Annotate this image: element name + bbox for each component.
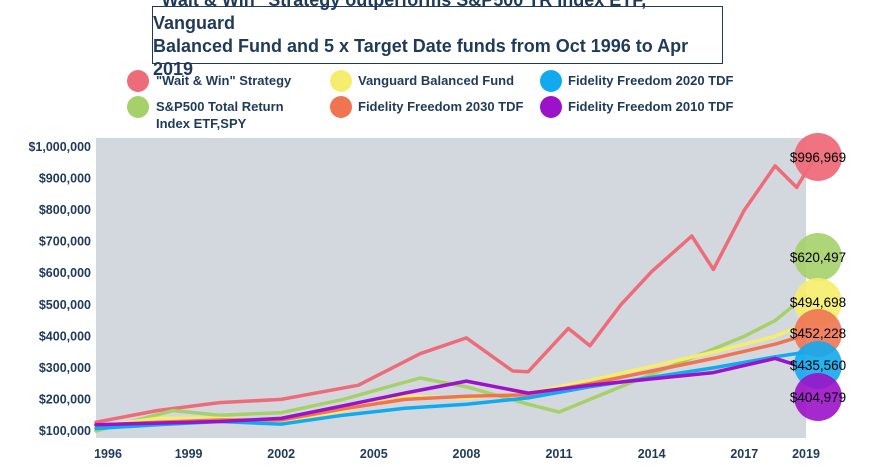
legend-label-sp500: S&P500 Total Return [156,99,284,114]
x-tick-label: 2002 [267,447,295,461]
final-value-label: $996,969 [790,150,846,165]
final-value-bubble [794,133,842,181]
x-tick-label: 1999 [175,447,203,461]
y-tick-label: $600,000 [39,266,91,280]
legend-label-fidelity-2010: Fidelity Freedom 2010 TDF [568,99,734,114]
final-value-label: $404,979 [790,390,846,405]
legend-swatch-sp500 [127,96,149,118]
legend-swatch-fidelity-2010 [540,96,562,118]
chart-title-line2: Balanced Fund and 5 x Target Date funds … [153,36,689,79]
legend-label-sp500-line2: Index ETF,SPY [156,116,247,131]
final-value-label: $452,228 [790,326,846,341]
x-tick-label: 2011 [545,447,572,461]
final-value-bubble [794,373,842,421]
legend-label-fidelity-2020: Fidelity Freedom 2020 TDF [568,73,734,88]
series-line-5 [94,356,808,427]
legend-label-vanguard: Vanguard Balanced Fund [358,73,515,88]
x-tick-label: 2005 [360,447,388,461]
chart-title-line1: "Wait & Win" Strategy outperforms S&P500… [153,0,647,33]
legend-label-fidelity-2030: Fidelity Freedom 2030 TDF [358,99,524,114]
final-value-bubble [794,233,842,281]
y-tick-label: $100,000 [39,424,91,438]
final-value-label: $620,497 [790,250,846,265]
x-tick-label: 2008 [453,447,481,461]
y-tick-label: $400,000 [39,329,91,343]
y-tick-label: $700,000 [39,235,91,249]
final-value-label: $494,698 [790,295,846,310]
x-tick-label: 2017 [730,447,758,461]
y-tick-label: $300,000 [39,361,91,375]
series-line-1 [94,293,808,433]
plot-area [96,138,806,438]
y-tick-label: $200,000 [39,392,91,406]
y-tick-label: $1,000,000 [28,140,91,154]
x-tick-label: 1996 [94,447,122,461]
y-tick-label: $500,000 [39,298,91,312]
x-tick-label: 2019 [792,447,820,461]
series-line-0 [94,154,818,424]
legend-swatch-fidelity-2030 [330,96,352,118]
legend-swatch-vanguard [330,70,352,92]
legend-label-wait-and-win: "Wait & Win" Strategy [156,73,292,88]
y-tick-label: $900,000 [39,172,91,186]
legend-swatch-wait-and-win [127,70,149,92]
legend-swatch-fidelity-2020 [540,70,562,92]
x-tick-label: 2014 [638,447,666,461]
final-value-label: $435,560 [790,358,846,373]
y-tick-label: $800,000 [39,203,91,217]
chart-title-box: "Wait & Win" Strategy outperforms S&P500… [152,0,723,79]
